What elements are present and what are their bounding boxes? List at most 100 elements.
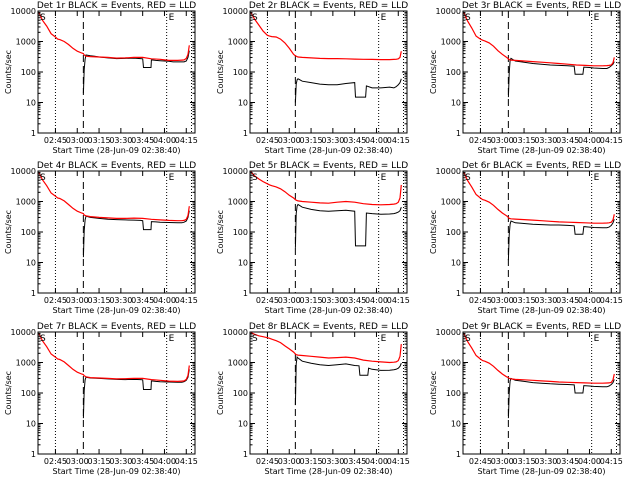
events-series-line <box>82 210 190 258</box>
x-axis-label: Start Time (28-Jun-09 02:38:40) <box>478 146 606 155</box>
detector-panel: Det 4r BLACK = Events, RED = LLD 1 10 100 10… <box>4 161 198 315</box>
panel-title: Det 1r BLACK = Events, RED = LLD <box>37 1 196 11</box>
end-marker: E <box>381 13 387 23</box>
x-axis-label: Start Time (28-Jun-09 02:38:40) <box>53 306 181 315</box>
start-marker: S <box>252 173 258 183</box>
x-tick-label: 03:00 <box>278 296 301 305</box>
panel-title: Det 5r BLACK = Events, RED = LLD <box>249 161 408 171</box>
lld-series-line <box>250 332 402 364</box>
y-tick-label: 10 <box>451 420 461 429</box>
x-tick-label: 03:30 <box>109 457 132 466</box>
x-axis-label: Start Time (28-Jun-09 02:38:40) <box>265 306 393 315</box>
panel-title: Det 8r BLACK = Events, RED = LLD <box>249 322 408 332</box>
detector-panel: Det 1r BLACK = Events, RED = LLD 1 10 100 10… <box>4 1 198 155</box>
y-tick-label: 10 <box>26 420 36 429</box>
start-marker: S <box>40 334 46 344</box>
y-tick-label: 10 <box>451 259 461 268</box>
x-tick-label: 03:15 <box>88 136 111 145</box>
panel-title: Det 2r BLACK = Events, RED = LLD <box>249 1 408 11</box>
detector-panel: Det 2r BLACK = Events, RED = LLD 1 10 100 10… <box>216 1 410 155</box>
y-tick-label: 1 <box>31 289 36 298</box>
start-marker: S <box>465 334 471 344</box>
y-tick-label: 10000 <box>436 167 461 176</box>
x-tick-label: 03:30 <box>321 136 344 145</box>
events-series-line <box>294 203 402 248</box>
panel-title: Det 6r BLACK = Events, RED = LLD <box>462 161 621 171</box>
x-tick-label: 03:45 <box>131 457 154 466</box>
x-tick-label: 02:45 <box>44 136 67 145</box>
y-tick-label: 1000 <box>441 359 461 368</box>
events-series-line <box>294 78 402 103</box>
x-tick-label: 03:45 <box>556 296 579 305</box>
y-tick-label: 10 <box>26 259 36 268</box>
start-marker: S <box>40 173 46 183</box>
x-tick-label: 03:15 <box>513 136 536 145</box>
x-tick-label: 03:45 <box>131 296 154 305</box>
y-tick-label: 100 <box>446 68 461 77</box>
x-tick-label: 04:00 <box>578 457 601 466</box>
plot-frame <box>249 331 408 455</box>
lld-series-line <box>38 172 190 222</box>
y-tick-label: 1000 <box>16 38 36 47</box>
x-tick-label: 04:15 <box>387 457 410 466</box>
y-tick-label: 100 <box>233 68 248 77</box>
x-tick-label: 03:15 <box>88 296 111 305</box>
x-tick-label: 03:30 <box>534 296 557 305</box>
x-tick-label: 03:45 <box>343 296 366 305</box>
x-tick-label: 03:00 <box>66 136 89 145</box>
y-axis-label: Counts/sec <box>429 210 438 254</box>
y-tick-label: 100 <box>233 389 248 398</box>
y-tick-label: 1000 <box>228 198 248 207</box>
x-tick-label: 03:00 <box>66 457 89 466</box>
lld-series-line <box>250 171 402 206</box>
x-tick-label: 02:45 <box>469 296 492 305</box>
y-tick-label: 100 <box>21 68 36 77</box>
x-tick-label: 02:45 <box>44 296 67 305</box>
x-tick-label: 04:15 <box>600 296 623 305</box>
y-axis-label: Counts/sec <box>216 371 225 415</box>
x-tick-label: 02:45 <box>469 457 492 466</box>
panel-title: Det 4r BLACK = Events, RED = LLD <box>37 161 196 171</box>
y-tick-label: 1000 <box>16 198 36 207</box>
x-axis-label: Start Time (28-Jun-09 02:38:40) <box>478 306 606 315</box>
plot-frame <box>37 331 196 455</box>
lld-series-line <box>38 12 190 62</box>
end-marker: E <box>169 13 175 23</box>
x-tick-label: 04:15 <box>175 296 198 305</box>
lld-series-line <box>38 333 190 383</box>
events-series-line <box>507 219 615 261</box>
end-marker: E <box>381 173 387 183</box>
x-tick-label: 03:30 <box>109 296 132 305</box>
x-tick-label: 04:00 <box>365 457 388 466</box>
x-tick-label: 03:45 <box>343 136 366 145</box>
x-tick-label: 03:15 <box>300 136 323 145</box>
x-tick-label: 03:15 <box>513 457 536 466</box>
x-tick-label: 04:00 <box>153 457 176 466</box>
x-axis-label: Start Time (28-Jun-09 02:38:40) <box>478 467 606 476</box>
x-tick-label: 04:15 <box>600 136 623 145</box>
x-tick-label: 03:30 <box>321 457 344 466</box>
panel-title: Det 3r BLACK = Events, RED = LLD <box>462 1 621 11</box>
y-tick-label: 1 <box>31 129 36 138</box>
detector-panel: Det 7r BLACK = Events, RED = LLD 1 10 100 10… <box>4 322 198 476</box>
x-tick-label: 03:15 <box>88 457 111 466</box>
y-tick-label: 1 <box>456 450 461 459</box>
start-marker: S <box>465 173 471 183</box>
y-tick-label: 10000 <box>223 167 248 176</box>
plot-frame <box>249 10 408 134</box>
plot-frame <box>462 10 621 134</box>
y-tick-label: 1 <box>31 450 36 459</box>
y-tick-label: 100 <box>446 228 461 237</box>
y-tick-label: 1 <box>243 450 248 459</box>
y-tick-label: 10000 <box>436 328 461 337</box>
y-tick-label: 10000 <box>11 328 36 337</box>
y-axis-label: Counts/sec <box>216 50 225 94</box>
x-tick-label: 04:00 <box>153 136 176 145</box>
y-axis-label: Counts/sec <box>4 210 13 254</box>
x-tick-label: 04:00 <box>153 296 176 305</box>
y-axis-label: Counts/sec <box>216 210 225 254</box>
x-tick-label: 03:15 <box>300 296 323 305</box>
x-tick-label: 04:15 <box>387 296 410 305</box>
y-tick-label: 1 <box>456 129 461 138</box>
